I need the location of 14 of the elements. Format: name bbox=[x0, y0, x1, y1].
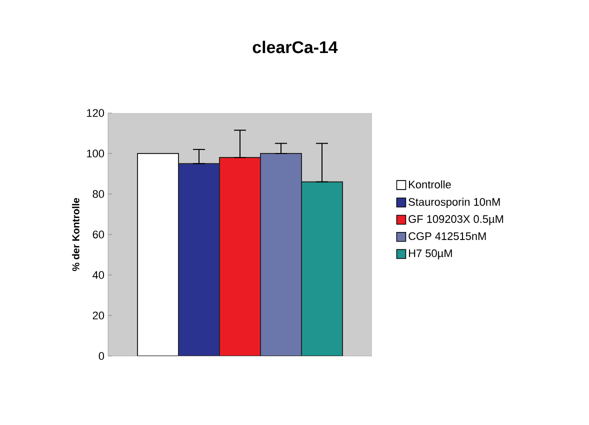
legend-label: CGP 412515nM bbox=[408, 232, 486, 240]
y-axis-title: % der Kontrolle bbox=[72, 198, 80, 272]
y-tick-label: 120 bbox=[87, 109, 104, 117]
legend-label: H7 50µM bbox=[409, 249, 452, 260]
y-tick-label: 20 bbox=[92, 312, 104, 320]
y-tick-label: 40 bbox=[92, 271, 104, 279]
legend-label: Kontrolle bbox=[409, 180, 451, 188]
chart-title: clearCa-14 bbox=[252, 40, 338, 54]
legend-label: Staurosporin 10nM bbox=[408, 198, 500, 208]
y-tick-label: 60 bbox=[92, 230, 104, 238]
y-tick-label: 100 bbox=[87, 150, 104, 158]
y-tick-label: 80 bbox=[92, 190, 104, 198]
legend-label: GF 109203X 0.5µM bbox=[408, 215, 504, 226]
y-tick-label: 0 bbox=[98, 352, 104, 360]
